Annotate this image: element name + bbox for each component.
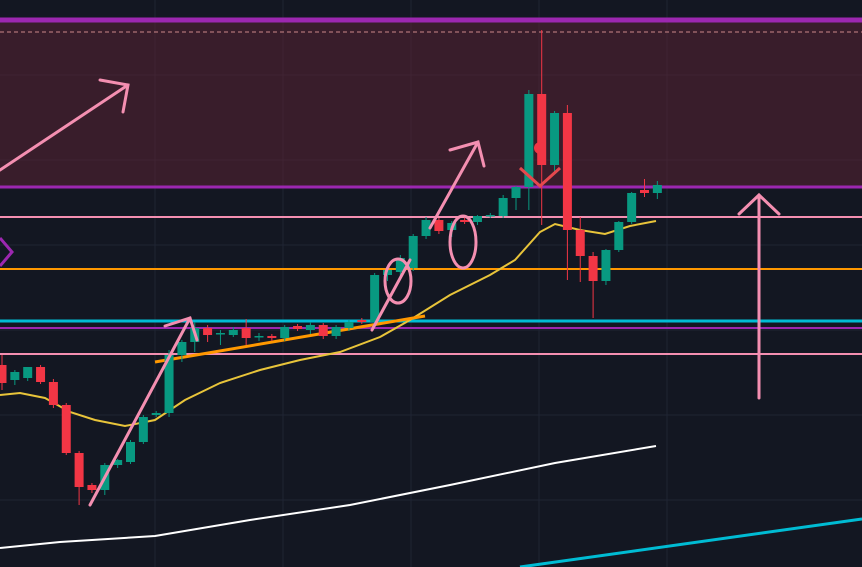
candle-body bbox=[280, 327, 290, 338]
trend-line bbox=[519, 517, 862, 567]
candle-body bbox=[10, 372, 20, 380]
candle-body bbox=[241, 328, 251, 338]
arrow bbox=[0, 78, 130, 172]
arrow bbox=[370, 258, 412, 332]
candle-body bbox=[331, 327, 341, 336]
candle-body bbox=[318, 325, 328, 336]
candle-body bbox=[305, 325, 315, 330]
candle-body bbox=[472, 216, 482, 222]
candle-body bbox=[215, 333, 225, 335]
candle-body bbox=[614, 222, 624, 250]
candle-body bbox=[537, 94, 547, 165]
highlight-ellipse bbox=[383, 257, 413, 305]
candle-body bbox=[511, 187, 521, 198]
trend-line bbox=[154, 314, 426, 364]
candle-body bbox=[113, 460, 123, 465]
candle-body bbox=[0, 365, 7, 383]
candle-body bbox=[36, 367, 46, 382]
candle-body bbox=[652, 185, 662, 193]
candle-body bbox=[357, 320, 367, 322]
candle-body bbox=[61, 405, 71, 453]
arrow bbox=[428, 140, 486, 230]
candle-body bbox=[228, 330, 238, 335]
highlight-ellipse bbox=[448, 214, 478, 270]
annotations bbox=[0, 78, 781, 507]
candle-body bbox=[562, 113, 572, 230]
candle-body bbox=[23, 367, 33, 378]
arrow bbox=[737, 192, 781, 400]
candle-body bbox=[421, 220, 431, 236]
arrow bbox=[518, 166, 562, 189]
candle-body bbox=[293, 326, 303, 329]
candle-body bbox=[408, 236, 418, 268]
resistance-zone bbox=[0, 22, 862, 187]
candle-body bbox=[550, 113, 560, 165]
candle-body bbox=[460, 220, 470, 222]
candle-body bbox=[177, 342, 187, 355]
candle-body bbox=[126, 442, 135, 462]
candle-body bbox=[164, 355, 174, 413]
candle-body bbox=[254, 336, 264, 338]
candle-body bbox=[588, 256, 598, 281]
candle-body bbox=[74, 453, 84, 487]
candle-body bbox=[267, 336, 277, 338]
candle-body bbox=[87, 485, 97, 490]
candle-body bbox=[151, 413, 161, 415]
candle-body bbox=[575, 230, 585, 256]
candle-body bbox=[203, 328, 213, 335]
candle-body bbox=[498, 198, 508, 216]
candle-body bbox=[395, 258, 405, 272]
candle-body bbox=[138, 417, 148, 442]
candle-body bbox=[370, 275, 380, 322]
candle-body bbox=[485, 215, 495, 217]
candle-body bbox=[434, 220, 444, 231]
candle-body bbox=[627, 193, 637, 222]
moving-average bbox=[0, 445, 657, 549]
marker bbox=[534, 142, 546, 154]
candle-body bbox=[344, 322, 354, 328]
candle-body bbox=[601, 250, 611, 281]
arrow bbox=[88, 316, 199, 507]
candles bbox=[0, 30, 662, 505]
candle-body bbox=[524, 94, 534, 187]
candle-body bbox=[48, 382, 58, 405]
marker bbox=[0, 237, 14, 267]
candle-body bbox=[640, 190, 649, 193]
